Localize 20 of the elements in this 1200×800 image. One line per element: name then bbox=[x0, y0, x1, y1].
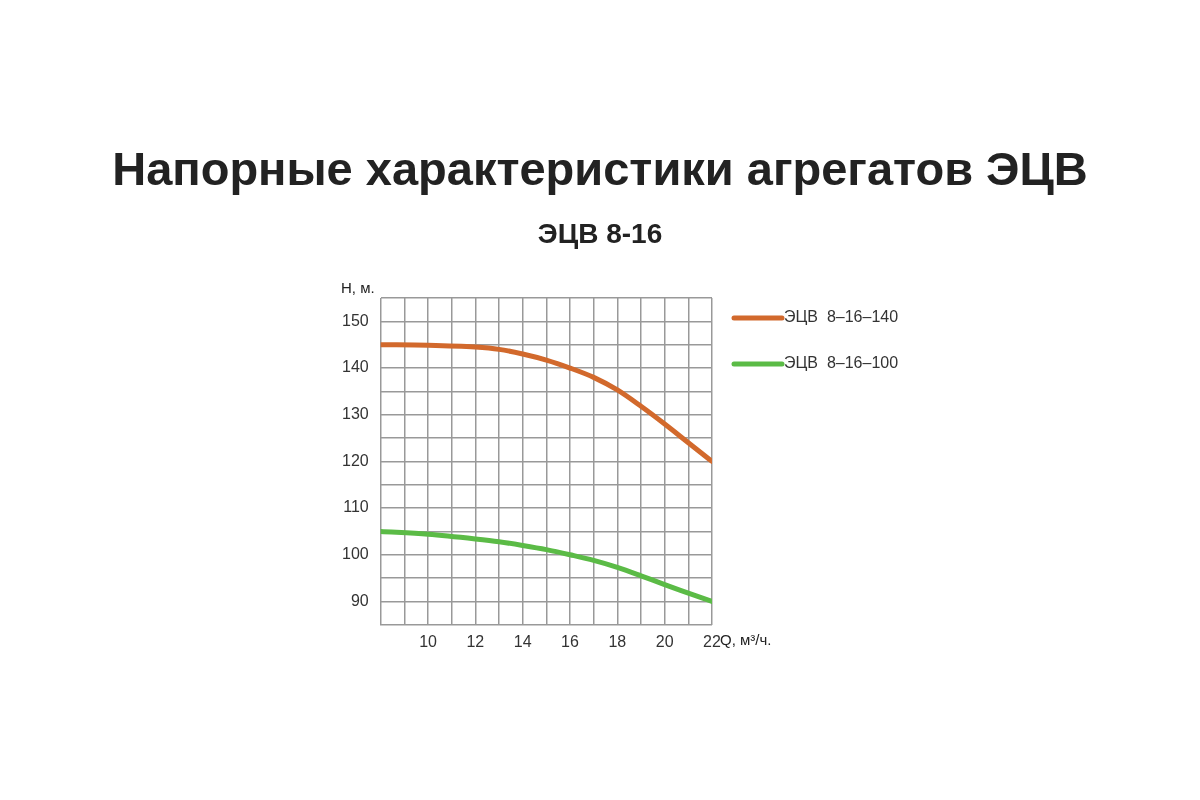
x-tick-label: 20 bbox=[655, 632, 674, 650]
y-tick-label: 130 bbox=[341, 405, 369, 423]
chart-subtitle: ЭЦВ 8-16 bbox=[537, 218, 663, 249]
x-tick-label: 22 bbox=[703, 632, 721, 650]
y-axis-title: H, м. bbox=[341, 278, 375, 296]
chart-title: Напорные характеристики агрегатов ЭЦВ bbox=[112, 142, 1088, 195]
x-tick-label: 14 bbox=[513, 632, 532, 650]
legend-label: ЭЦВ 8–16–140 bbox=[784, 308, 899, 326]
x-tick-label: 18 bbox=[608, 632, 627, 650]
y-tick-label: 110 bbox=[343, 498, 369, 516]
x-tick-label: 10 bbox=[419, 632, 438, 650]
x-tick-label: 16 bbox=[561, 632, 580, 650]
y-tick-label: 140 bbox=[341, 358, 369, 376]
y-tick-label: 100 bbox=[341, 545, 369, 563]
y-tick-label: 90 bbox=[350, 591, 369, 609]
x-axis-title: Q, м³/ч. bbox=[720, 630, 772, 648]
y-tick-label: 150 bbox=[341, 311, 369, 329]
y-tick-label: 120 bbox=[341, 451, 369, 469]
legend-label: ЭЦВ 8–16–100 bbox=[784, 354, 899, 372]
x-tick-label: 12 bbox=[466, 632, 485, 650]
